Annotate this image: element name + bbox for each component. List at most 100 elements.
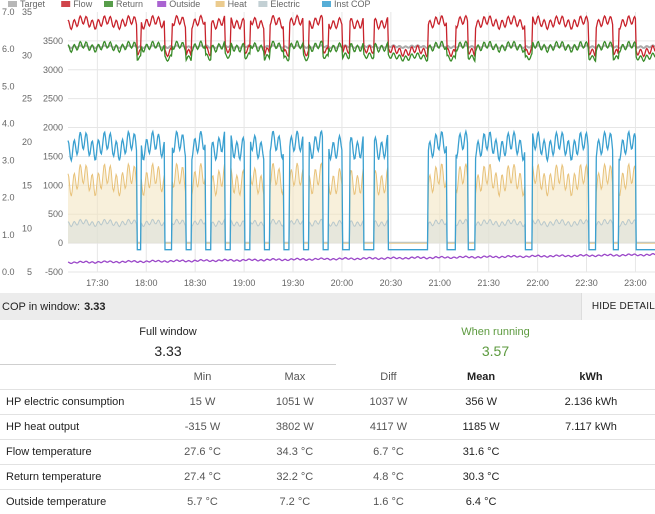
cop-tick-label: 5.0 xyxy=(2,81,15,91)
row-label: HP heat output xyxy=(0,415,157,440)
cell-kwh xyxy=(527,465,655,490)
legend-swatch xyxy=(216,1,225,7)
temp-tick-label: 10 xyxy=(22,224,32,234)
cell-min: 5.7 °C xyxy=(157,490,248,514)
stats-header-row: Min Max Diff Mean kWh xyxy=(0,365,655,390)
cop-summary: Full window 3.33 When running 3.57 xyxy=(0,322,655,364)
time-tick-label: 19:30 xyxy=(282,278,305,288)
cop-window-bar: COP in window: 3.33 HIDE DETAIL xyxy=(0,293,655,320)
table-row: Return temperature 27.4 °C 32.2 °C 4.8 °… xyxy=(0,465,655,490)
cop-window-label: COP in window: xyxy=(0,301,80,313)
time-tick-label: 22:00 xyxy=(526,278,549,288)
cell-min: 15 W xyxy=(157,390,248,415)
hide-detail-button[interactable]: HIDE DETAIL xyxy=(581,293,655,320)
power-tick-label: 2000 xyxy=(43,123,63,133)
temp-tick-label: 30 xyxy=(22,50,32,60)
cop-tick-label: 4.0 xyxy=(2,118,15,128)
table-row: Flow temperature 27.6 °C 34.3 °C 6.7 °C … xyxy=(0,440,655,465)
when-running-summary: When running 3.57 xyxy=(336,322,655,364)
cell-diff: 4117 W xyxy=(342,415,436,440)
power-tick-label: 3000 xyxy=(43,65,63,75)
power-axis: -500 0 500 1000 1500 2000 2500 3000 3500 xyxy=(43,36,63,277)
power-tick-label: -500 xyxy=(45,267,63,277)
time-tick-label: 17:30 xyxy=(86,278,109,288)
temp-tick-label: 15 xyxy=(22,180,32,190)
cop-tick-label: 7.0 xyxy=(2,7,15,17)
stats-header-mean: Mean xyxy=(435,365,527,390)
power-tick-label: 1000 xyxy=(43,180,63,190)
outside-line xyxy=(68,254,655,264)
time-tick-label: 20:00 xyxy=(331,278,354,288)
cell-mean: 30.3 °C xyxy=(435,465,527,490)
legend-label: Flow xyxy=(73,0,93,9)
full-window-summary: Full window 3.33 xyxy=(0,322,336,365)
legend-label: Electric xyxy=(270,0,300,9)
legend-label: Outside xyxy=(169,0,200,9)
cell-mean: 6.4 °C xyxy=(435,490,527,514)
cell-kwh: 7.117 kWh xyxy=(527,415,655,440)
legend-label: Inst COP xyxy=(334,0,371,9)
cell-max: 7.2 °C xyxy=(248,490,342,514)
power-tick-label: 2500 xyxy=(43,94,63,104)
cell-min: -315 W xyxy=(157,415,248,440)
cell-kwh: 2.136 kWh xyxy=(527,390,655,415)
cop-tick-label: 1.0 xyxy=(2,230,15,240)
cell-mean: 1185 W xyxy=(435,415,527,440)
cell-kwh xyxy=(527,490,655,514)
return-line xyxy=(68,41,655,61)
table-row: Outside temperature 5.7 °C 7.2 °C 1.6 °C… xyxy=(0,490,655,514)
cell-max: 1051 W xyxy=(248,390,342,415)
table-row: HP heat output -315 W 3802 W 4117 W 1185… xyxy=(0,415,655,440)
legend-swatch xyxy=(258,1,267,7)
power-tick-label: 0 xyxy=(58,238,63,248)
power-tick-label: 500 xyxy=(48,209,63,219)
time-tick-label: 18:00 xyxy=(135,278,158,288)
cop-axis: 0.0 1.0 2.0 3.0 4.0 5.0 6.0 7.0 xyxy=(2,7,15,277)
cell-mean: 356 W xyxy=(435,390,527,415)
power-tick-label: 3500 xyxy=(43,36,63,46)
cell-diff: 4.8 °C xyxy=(342,465,436,490)
cop-window-value: 3.33 xyxy=(84,301,105,313)
cell-max: 3802 W xyxy=(248,415,342,440)
stats-header-diff: Diff xyxy=(342,365,436,390)
power-tick-label: 1500 xyxy=(43,151,63,161)
temp-tick-label: 25 xyxy=(22,94,32,104)
legend-swatch xyxy=(322,1,331,7)
table-row: HP electric consumption 15 W 1051 W 1037… xyxy=(0,390,655,415)
row-label: Outside temperature xyxy=(0,490,157,514)
time-tick-label: 21:00 xyxy=(429,278,452,288)
time-tick-label: 23:00 xyxy=(624,278,647,288)
temp-tick-label: 20 xyxy=(22,137,32,147)
cop-tick-label: 0.0 xyxy=(2,267,15,277)
legend-label: Heat xyxy=(228,0,248,9)
cell-min: 27.4 °C xyxy=(157,465,248,490)
full-window-cop: 3.33 xyxy=(0,343,336,359)
legend-swatch xyxy=(61,1,70,7)
row-label: HP electric consumption xyxy=(0,390,157,415)
stats-header-min: Min xyxy=(157,365,248,390)
time-tick-label: 22:30 xyxy=(575,278,598,288)
time-tick-label: 20:30 xyxy=(380,278,403,288)
row-label: Flow temperature xyxy=(0,440,157,465)
cell-max: 32.2 °C xyxy=(248,465,342,490)
cell-min: 27.6 °C xyxy=(157,440,248,465)
stats-header-max: Max xyxy=(248,365,342,390)
cop-tick-label: 6.0 xyxy=(2,44,15,54)
temp-tick-label: 35 xyxy=(22,7,32,17)
cop-tick-label: 2.0 xyxy=(2,193,15,203)
cell-kwh xyxy=(527,440,655,465)
legend-swatch xyxy=(104,1,113,7)
row-label: Return temperature xyxy=(0,465,157,490)
time-tick-label: 18:30 xyxy=(184,278,207,288)
time-tick-label: 19:00 xyxy=(233,278,256,288)
legend-swatch xyxy=(157,1,166,7)
cell-diff: 1.6 °C xyxy=(342,490,436,514)
cop-tick-label: 3.0 xyxy=(2,156,15,166)
series-layer xyxy=(68,16,655,264)
legend-label: Return xyxy=(116,0,143,9)
cell-diff: 6.7 °C xyxy=(342,440,436,465)
stats-header-label xyxy=(0,365,157,390)
